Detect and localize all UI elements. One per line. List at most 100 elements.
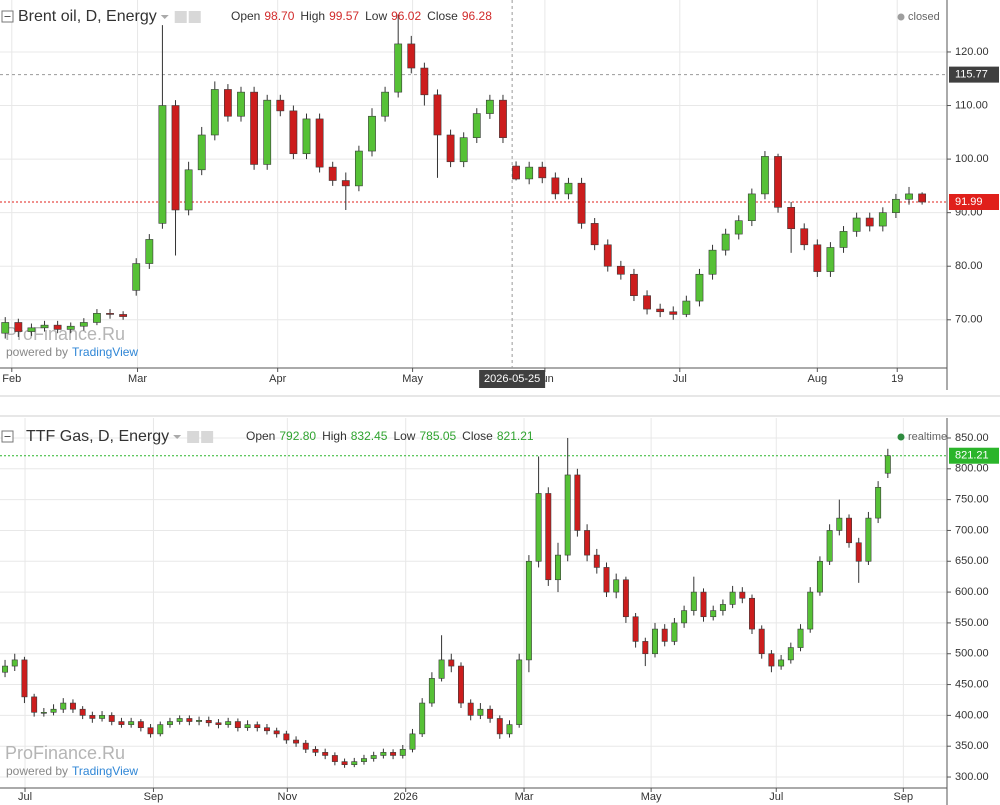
last-price-label: 91.99 <box>955 196 983 208</box>
x-tick-label: May <box>641 791 662 803</box>
candle-body <box>394 43 403 93</box>
chart-pane: 300.00 350.00 400.00 450.00 500.00 550.00 600.… <box>0 418 999 805</box>
candle-body <box>535 493 542 562</box>
candle-body <box>603 244 612 267</box>
legend-value: 785.05 <box>419 429 456 443</box>
x-tick-label: Mar <box>128 373 147 385</box>
candle-body <box>328 166 337 181</box>
candle-body <box>865 517 872 562</box>
candle-body <box>778 659 785 667</box>
candle-body <box>477 708 484 716</box>
x-tick-label: 2026 <box>393 791 417 803</box>
candle-body <box>512 165 520 180</box>
candle-body <box>263 99 272 165</box>
legend-value: 99.57 <box>329 9 359 23</box>
candle-body <box>496 718 503 735</box>
candle-body <box>516 659 523 725</box>
crosshair-price-label: 115.77 <box>955 69 988 81</box>
candle-body <box>354 150 363 187</box>
y-tick-label: 600.00 <box>955 586 989 598</box>
watermark-brand: ProFinance.Ru <box>5 743 125 763</box>
y-tick-label: 400.00 <box>955 709 989 721</box>
candle-body <box>312 748 319 753</box>
candle-body <box>264 727 270 732</box>
last-price-label: 821.21 <box>955 450 989 462</box>
candle-body <box>807 591 814 630</box>
candle-body <box>158 105 167 224</box>
candle-body <box>918 193 927 203</box>
candle-body <box>407 43 416 69</box>
candle-body <box>79 322 88 327</box>
candle-body <box>205 720 212 724</box>
candle-body <box>106 313 114 315</box>
candle-body <box>390 752 397 756</box>
y-tick-label: 550.00 <box>955 617 989 629</box>
legend-name: Open <box>231 9 260 23</box>
candle-body <box>577 182 586 224</box>
candle-body <box>446 134 455 163</box>
candle-body <box>729 591 736 605</box>
legend-name: Close <box>462 429 493 443</box>
x-tick-label: Jul <box>769 791 783 803</box>
candle-body <box>564 182 573 195</box>
candle-body <box>681 610 688 624</box>
candle-body <box>555 554 561 581</box>
candle-body <box>564 474 571 556</box>
legend-name: Close <box>427 9 458 23</box>
candle-body <box>616 265 625 275</box>
candle-body <box>506 724 513 735</box>
candle-body <box>433 94 442 136</box>
x-tick-label: 19 <box>891 373 903 385</box>
settings-icon <box>174 11 187 23</box>
y-tick-label: 800.00 <box>955 463 989 475</box>
status-label: realtime <box>908 431 947 443</box>
candle-body <box>99 715 106 719</box>
candle-body <box>826 530 833 562</box>
status-dot <box>897 13 905 21</box>
chart-title: Brent oil, D, Energy <box>18 8 157 25</box>
candle-body <box>613 579 620 593</box>
y-tick-label: 110.00 <box>955 99 988 111</box>
last-price-tag <box>949 193 999 210</box>
candle-body <box>695 273 704 302</box>
y-tick-label: 500.00 <box>955 648 989 660</box>
candle-body <box>448 659 455 667</box>
candle-body <box>14 322 23 332</box>
candle-body <box>31 696 38 713</box>
candle-body <box>147 727 154 735</box>
candle-body <box>137 721 144 729</box>
y-tick-label: 850.00 <box>955 432 989 444</box>
crosshair-price-tag <box>949 66 999 83</box>
legend-name: Low <box>393 429 415 443</box>
candle-body <box>485 99 494 114</box>
candle-body <box>584 530 591 556</box>
candle-body <box>69 702 76 710</box>
candle-body <box>184 169 193 211</box>
candle-body <box>322 752 329 756</box>
x-tick-label: May <box>402 373 423 385</box>
legend-value: 96.02 <box>391 9 421 23</box>
watermark-provider: TradingView <box>72 764 138 778</box>
candle-body <box>632 616 639 642</box>
candle-body <box>21 659 28 698</box>
y-tick-label: 350.00 <box>955 740 989 752</box>
chart-title: TTF Gas, D, Energy <box>26 428 169 445</box>
dropdown-caret <box>173 435 182 439</box>
candle-body <box>642 641 649 655</box>
candle-body <box>721 233 730 251</box>
candle-body <box>225 721 232 725</box>
x-tick-label: Feb <box>2 373 21 385</box>
candle-body <box>630 273 638 296</box>
candle-body <box>700 591 707 618</box>
x-tick-label: Sep <box>894 791 914 803</box>
candle-body <box>661 628 668 642</box>
candle-body <box>244 724 251 729</box>
legend-value: 792.80 <box>279 429 316 443</box>
candle-body <box>370 755 377 759</box>
candle-body <box>119 314 128 317</box>
x-tick-label: Nov <box>278 791 298 803</box>
candle-body <box>315 118 324 168</box>
y-tick-label: 450.00 <box>955 678 989 690</box>
candle-body <box>380 752 387 756</box>
